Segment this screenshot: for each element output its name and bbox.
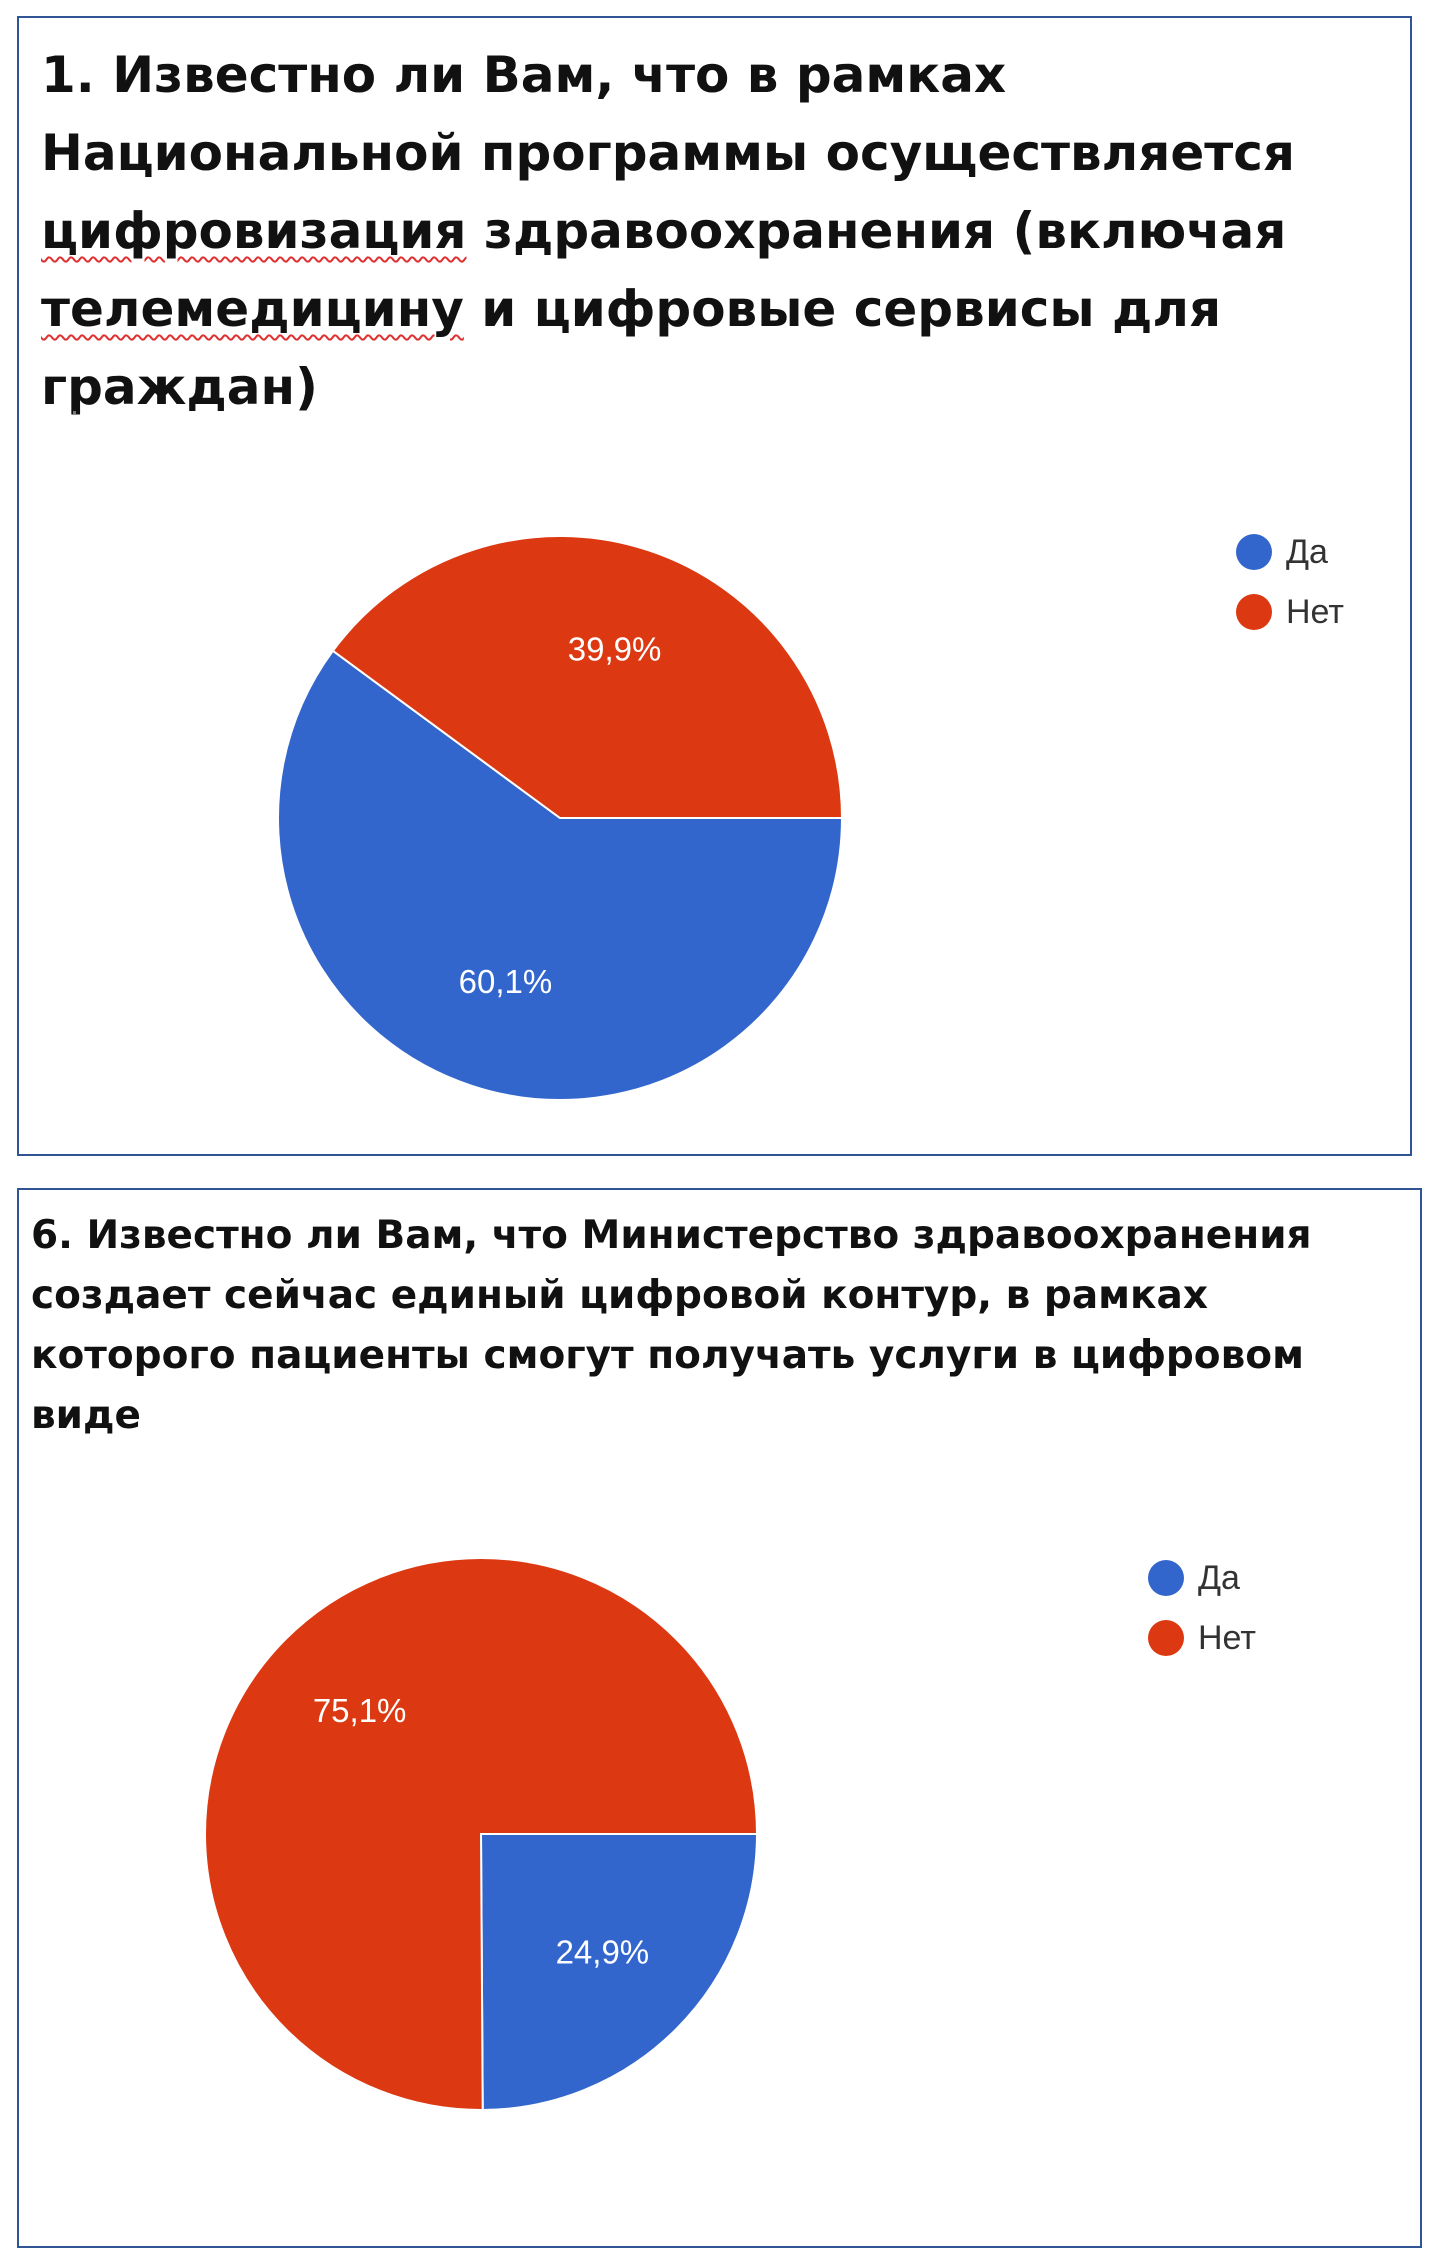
- title-segment: и цифровые сервисы для граждан): [41, 280, 1222, 416]
- slice-label-no: 75,1%: [313, 1692, 407, 1729]
- title-segment: 6. Известно ли Вам, что Министерство здр…: [31, 1213, 1312, 1438]
- pie-slice-no: [204, 1557, 759, 2112]
- question-title-1: 1. Известно ли Вам, что в рамках Национа…: [41, 36, 1401, 426]
- slice-label-yes: 60,1%: [459, 963, 553, 1000]
- slice-label-yes: 24,9%: [556, 1933, 650, 1970]
- title-segment: здравоохранения (включая: [466, 202, 1287, 260]
- stray-dot: [73, 411, 76, 414]
- legend-swatch-yes: [1148, 1560, 1184, 1596]
- pie-slice-yes: [479, 1833, 759, 2112]
- legend-label-yes: Да: [1198, 1559, 1240, 1597]
- chart-panel-1: 1. Известно ли Вам, что в рамках Национа…: [17, 16, 1412, 1156]
- slice-label-no: 39,9%: [568, 631, 662, 668]
- chart-panel-2: 6. Известно ли Вам, что Министерство здр…: [17, 1188, 1422, 2248]
- title-segment: телемедицину: [41, 280, 464, 338]
- question-title-2: 6. Известно ли Вам, что Министерство здр…: [31, 1206, 1416, 1446]
- title-segment: 1. Известно ли Вам, что в рамках Национа…: [41, 46, 1295, 182]
- legend-swatch-no: [1236, 594, 1272, 630]
- legend-label-no: Нет: [1286, 593, 1344, 631]
- pie-chart-2: 24,9% 75,1% Да Нет: [204, 1557, 1256, 2112]
- pie-slice-no: [331, 535, 844, 819]
- title-segment: цифровизация: [41, 202, 467, 260]
- legend-swatch-no: [1148, 1620, 1184, 1656]
- legend-label-yes: Да: [1286, 533, 1328, 571]
- legend-label-no: Нет: [1198, 1619, 1256, 1657]
- pie-slice-yes: [277, 649, 844, 1101]
- pie-chart-1: 60,1% 39,9% Да Нет: [277, 533, 1344, 1101]
- legend-swatch-yes: [1236, 534, 1272, 570]
